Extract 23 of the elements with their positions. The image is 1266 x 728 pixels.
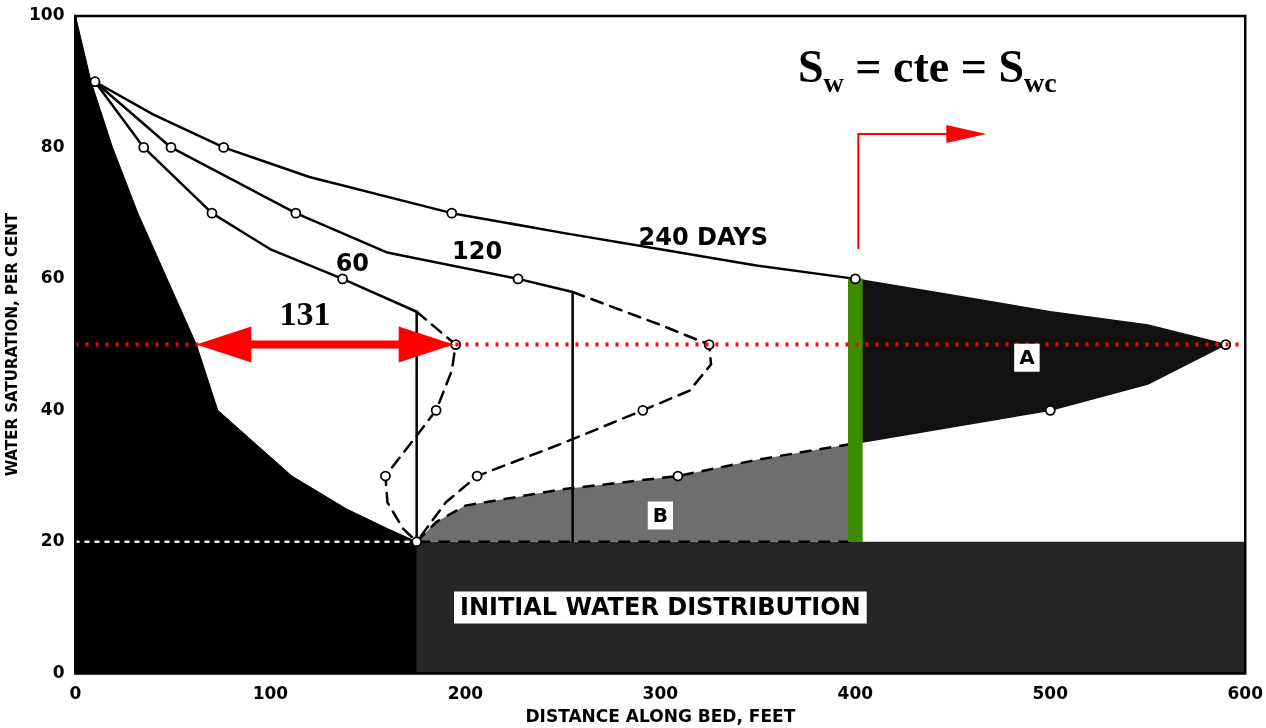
series-label: 60 [335, 249, 370, 278]
band-label: INITIAL WATER DISTRIBUTION [460, 592, 861, 621]
y-tick-label: 20 [40, 530, 65, 551]
x-tick-label: 500 [1032, 682, 1069, 703]
y-tick-label: 80 [40, 135, 65, 156]
annotation: A [1019, 344, 1036, 369]
y-tick-label: 60 [40, 267, 65, 288]
x-tick-label: 200 [447, 682, 484, 703]
y-tick-label: 100 [28, 4, 65, 25]
y-tick-label: 0 [52, 661, 65, 682]
x-axis-title: DISTANCE ALONG BED, FEET [525, 706, 796, 727]
x-tick-label: 300 [642, 682, 679, 703]
x-tick-label: 0 [69, 682, 82, 703]
annotation: S$_{w}$ = cte = S$_{wc}$ [798, 40, 1057, 100]
annotation: 131 [279, 295, 331, 333]
x-tick-label: 400 [837, 682, 874, 703]
series-label: 120 [452, 236, 503, 265]
y-axis-title: WATER SATURATION, PER CENT [2, 212, 21, 477]
annotation: B [652, 502, 668, 527]
series-label: 240 DAYS [638, 222, 768, 251]
x-tick-label: 600 [1227, 682, 1264, 703]
y-tick-label: 40 [40, 398, 65, 419]
x-tick-label: 100 [252, 682, 289, 703]
